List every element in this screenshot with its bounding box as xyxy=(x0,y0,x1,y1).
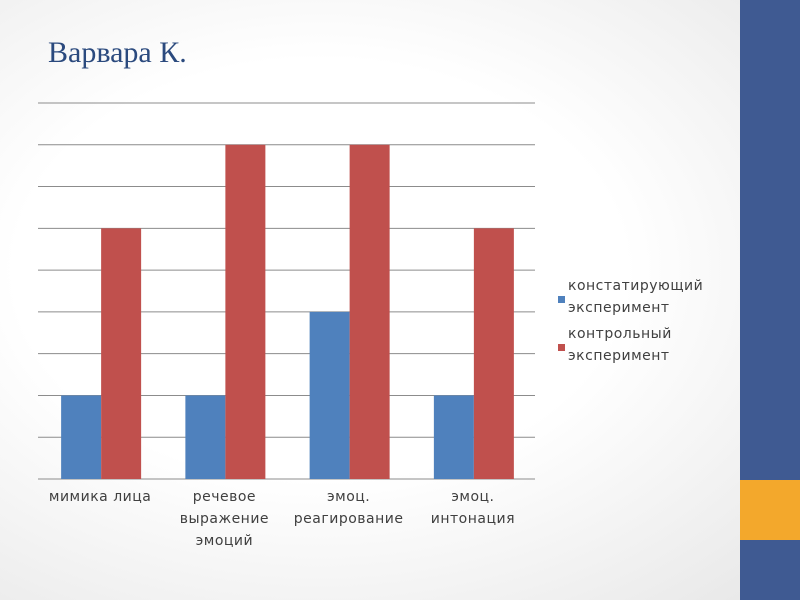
slide-title: Варвара К. xyxy=(48,36,187,69)
bar xyxy=(433,395,474,479)
bar xyxy=(349,144,390,479)
legend-swatch xyxy=(558,296,565,303)
x-tick-label: речевое выражение эмоций xyxy=(180,489,269,549)
side-accent xyxy=(740,480,800,540)
legend-swatch xyxy=(558,344,565,351)
x-tick-label: эмоц. реагирование xyxy=(294,489,404,527)
chart: мимика лица речевое выражение эмоций эмоц. ре… xyxy=(38,102,703,549)
bar xyxy=(225,144,266,479)
x-tick-label: мимика лица xyxy=(49,489,151,505)
legend-label: констатирующий эксперимент xyxy=(568,278,703,316)
bar xyxy=(101,228,142,479)
x-tick-label: эмоц. интонация xyxy=(431,489,515,527)
bar xyxy=(309,311,350,479)
bar xyxy=(61,395,102,479)
bar xyxy=(185,395,226,479)
bar xyxy=(473,228,514,479)
legend-label: контрольный эксперимент xyxy=(568,326,672,364)
